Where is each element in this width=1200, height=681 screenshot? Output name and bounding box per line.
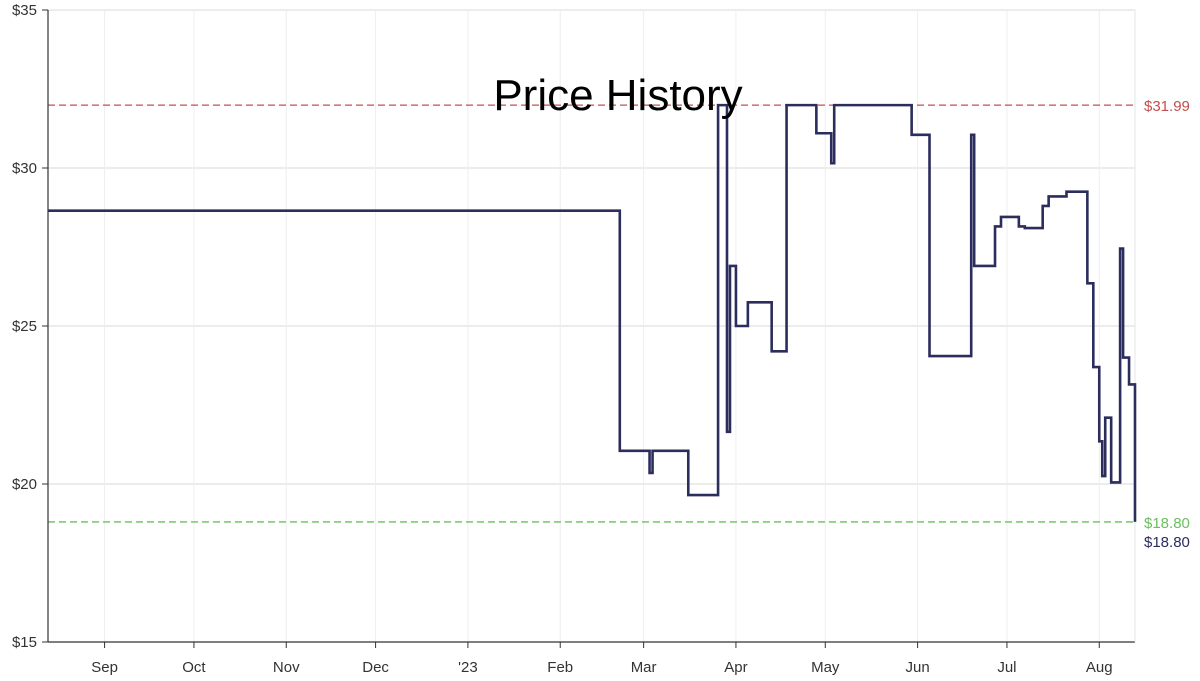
series-group [48, 103, 1137, 522]
x-axis-ticks: Sep Oct Nov Dec '23 Feb Mar Apr May Jun Jul Aug [91, 642, 1113, 676]
x-tick-label: May [811, 659, 840, 676]
x-tick-label: Oct [182, 659, 206, 676]
x-gridlines [104, 10, 1100, 642]
x-tick-label: Nov [273, 659, 300, 676]
x-tick-label: '23 [458, 659, 478, 676]
x-tick-label: Dec [362, 659, 389, 676]
price-series-line [48, 103, 1137, 522]
y-tick-label: $35 [12, 2, 37, 19]
chart-title: Price History [493, 71, 742, 120]
x-tick-label: Aug [1086, 659, 1113, 676]
y-tick-label: $30 [12, 160, 37, 177]
y-axis-ticks: $15 $20 $25 $30 $35 [12, 2, 48, 651]
reference-label: $31.99 [1144, 98, 1190, 115]
reference-label: $18.80 [1144, 515, 1190, 532]
reference-lines [48, 104, 1135, 523]
x-tick-label: Apr [724, 659, 747, 676]
x-tick-label: Mar [631, 659, 657, 676]
y-tick-label: $20 [12, 476, 37, 493]
current-price-label: $18.80 [1144, 534, 1190, 551]
y-tick-label: $15 [12, 634, 37, 651]
x-tick-label: Feb [547, 659, 573, 676]
x-tick-label: Jul [997, 659, 1016, 676]
reference-labels: $31.99 $18.80 $18.80 [1144, 98, 1190, 551]
x-tick-label: Jun [906, 659, 930, 676]
y-tick-label: $25 [12, 318, 37, 335]
x-tick-label: Sep [91, 659, 118, 676]
